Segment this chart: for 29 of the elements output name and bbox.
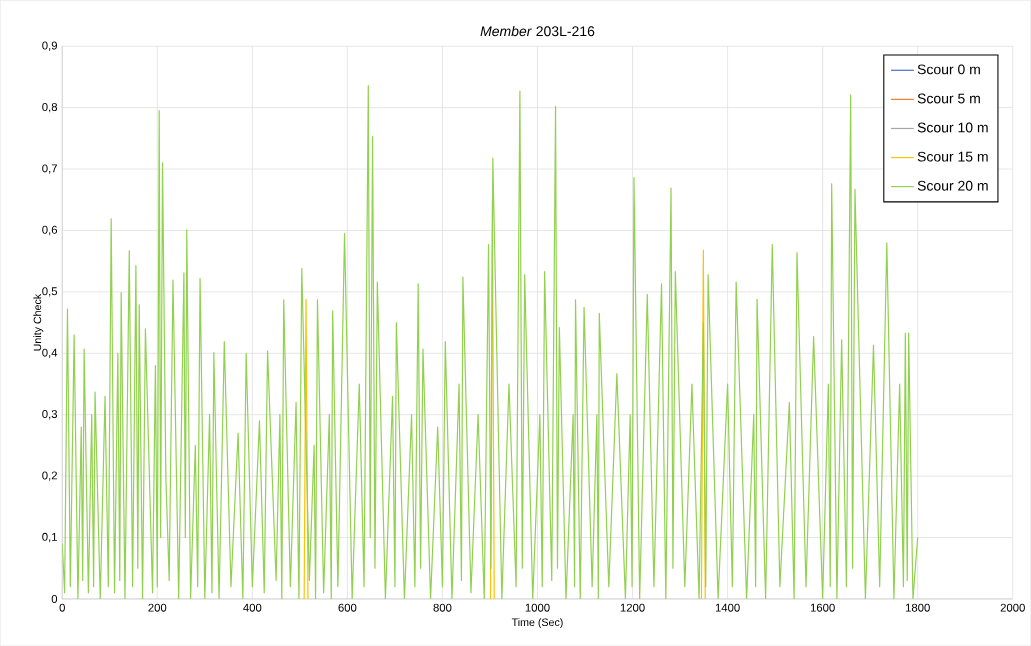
- x-axis-title: Time (Sec): [511, 618, 563, 629]
- legend-label: Scour 15 m: [917, 151, 988, 162]
- legend-label: Scour 5 m: [917, 93, 980, 104]
- x-tick-label: 1600: [810, 603, 835, 612]
- x-tick-label: 600: [338, 603, 357, 612]
- y-tick-label: 0,2: [42, 471, 57, 481]
- y-tick-label: 0,5: [42, 287, 58, 297]
- x-tick-label: 800: [433, 603, 452, 612]
- legend-label: Scour 10 m: [917, 122, 988, 133]
- y-tick-label: 0: [51, 594, 58, 603]
- x-tick-label: 1200: [620, 603, 645, 612]
- legend-label: Scour 0 m: [917, 64, 980, 75]
- x-tick-label: 1400: [715, 603, 740, 612]
- x-tick-label: 200: [148, 603, 167, 612]
- x-tick-label: 1000: [525, 603, 550, 612]
- x-tick-label: 0: [59, 603, 65, 612]
- line-series: [62, 84, 919, 599]
- chart-title: Member 203L-216: [480, 25, 595, 37]
- y-tick-label: 0,1: [42, 532, 57, 543]
- x-tick-label: 2000: [1000, 603, 1025, 612]
- y-tick-label: 0,7: [42, 164, 57, 174]
- y-tick-label: 0,4: [42, 348, 58, 358]
- y-tick-label: 0,8: [42, 102, 58, 113]
- y-tick-label: 0,3: [42, 409, 58, 420]
- legend-label: Scour 20 m: [917, 180, 988, 191]
- x-tick-label: 1800: [905, 603, 930, 612]
- y-tick-label: 0,9: [42, 41, 57, 51]
- x-tick-label: 400: [243, 603, 262, 612]
- y-tick-label: 0,6: [42, 225, 58, 236]
